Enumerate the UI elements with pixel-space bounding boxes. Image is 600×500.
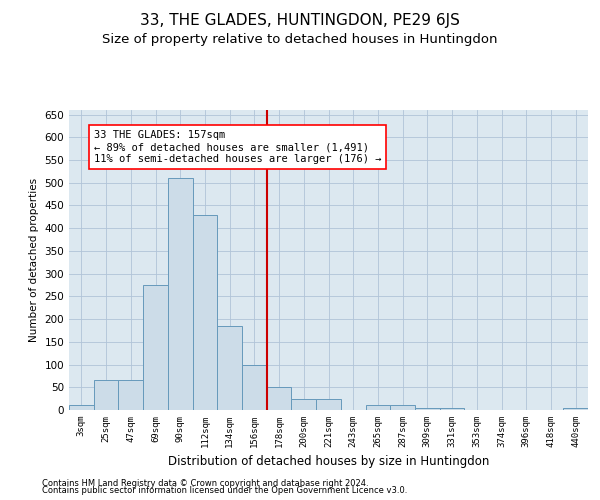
Text: 33 THE GLADES: 157sqm
← 89% of detached houses are smaller (1,491)
11% of semi-d: 33 THE GLADES: 157sqm ← 89% of detached … bbox=[94, 130, 381, 164]
Bar bbox=[563, 408, 588, 410]
Bar bbox=[415, 408, 440, 410]
Text: Contains public sector information licensed under the Open Government Licence v3: Contains public sector information licen… bbox=[42, 486, 407, 495]
Bar bbox=[94, 380, 118, 410]
Bar bbox=[193, 214, 217, 410]
Bar bbox=[390, 406, 415, 410]
Y-axis label: Number of detached properties: Number of detached properties bbox=[29, 178, 39, 342]
Bar bbox=[242, 364, 267, 410]
Text: 33, THE GLADES, HUNTINGDON, PE29 6JS: 33, THE GLADES, HUNTINGDON, PE29 6JS bbox=[140, 12, 460, 28]
Bar bbox=[143, 285, 168, 410]
Bar bbox=[365, 406, 390, 410]
Bar bbox=[69, 406, 94, 410]
Text: Size of property relative to detached houses in Huntingdon: Size of property relative to detached ho… bbox=[102, 32, 498, 46]
Text: Contains HM Land Registry data © Crown copyright and database right 2024.: Contains HM Land Registry data © Crown c… bbox=[42, 478, 368, 488]
Bar bbox=[267, 388, 292, 410]
Bar bbox=[316, 398, 341, 410]
X-axis label: Distribution of detached houses by size in Huntingdon: Distribution of detached houses by size … bbox=[168, 456, 489, 468]
Bar bbox=[217, 326, 242, 410]
Bar bbox=[118, 380, 143, 410]
Bar bbox=[168, 178, 193, 410]
Bar bbox=[440, 408, 464, 410]
Bar bbox=[292, 398, 316, 410]
